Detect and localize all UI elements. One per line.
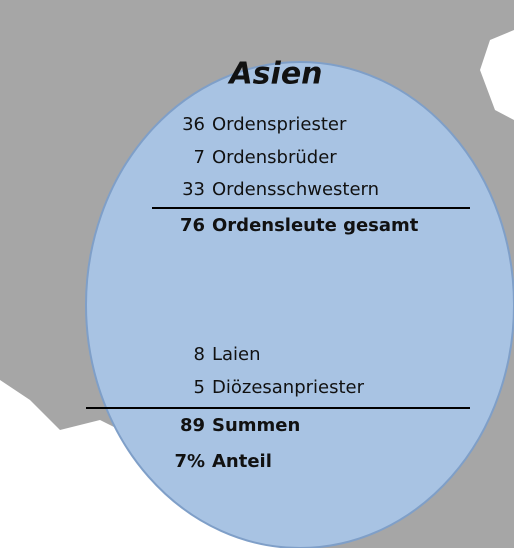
circle: [85, 61, 514, 548]
row-label: Ordensleute gesamt: [212, 215, 419, 236]
row-label: Ordenspriester: [212, 114, 347, 135]
row-number: 8: [194, 344, 205, 365]
row-number: 36: [182, 114, 205, 135]
rows: 36 Ordenspriester 7 Ordensbrüder 33 Ordenssch…: [174, 114, 418, 472]
row-number: 7%: [174, 451, 205, 472]
row-label: Ordensschwestern: [212, 179, 379, 200]
row-number: 33: [182, 179, 205, 200]
row-number: 5: [194, 377, 205, 398]
row-label: Ordensbrüder: [212, 147, 337, 168]
row-number: 7: [194, 147, 205, 168]
row-number: 89: [180, 415, 205, 436]
row-label: Summen: [212, 415, 300, 436]
row-label: Laien: [212, 344, 261, 365]
row-label: Anteil: [212, 451, 272, 472]
row-label: Diözesanpriester: [212, 377, 365, 398]
row-number: 76: [180, 215, 205, 236]
title: Asien: [227, 57, 322, 92]
